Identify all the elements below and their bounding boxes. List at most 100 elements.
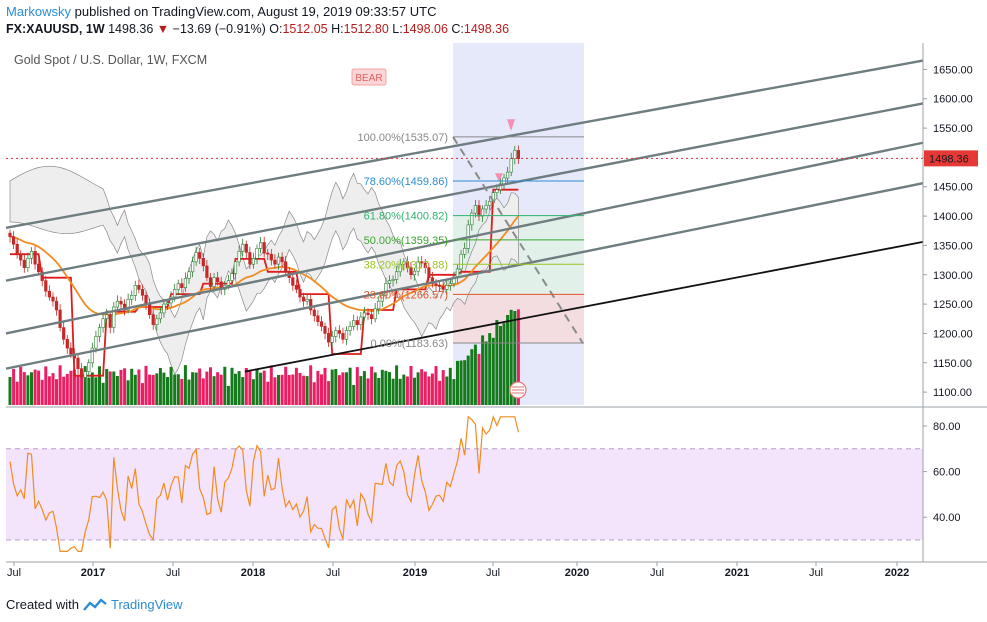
tradingview-brand-link[interactable]: TradingView xyxy=(110,597,183,612)
volume-bar xyxy=(298,372,302,405)
volume-bar xyxy=(438,380,442,405)
volume-bar xyxy=(40,379,44,405)
volume-bar xyxy=(287,375,291,405)
candle-body xyxy=(298,289,302,298)
time-tick-label: 2017 xyxy=(81,567,105,579)
volume-bar xyxy=(445,376,449,405)
candle-body xyxy=(480,208,485,217)
bear-annotation-text: BEAR xyxy=(355,73,382,84)
symbol-label: FX:XAUUSD, 1W xyxy=(6,22,105,36)
volume-bar xyxy=(30,372,33,405)
candle-body xyxy=(391,279,395,281)
volume-bar xyxy=(148,374,152,405)
price-tick-label: 1650.00 xyxy=(933,64,973,76)
volume-bar xyxy=(44,366,48,405)
trendline-black xyxy=(244,241,924,373)
price-tick-label: 1600.00 xyxy=(933,94,973,106)
volume-bar xyxy=(180,378,184,405)
candle-body xyxy=(513,150,517,159)
candle-body xyxy=(216,277,220,283)
candle-body xyxy=(226,280,231,286)
volume-bar xyxy=(502,323,506,405)
candle-body xyxy=(183,277,188,288)
volume-bar xyxy=(123,368,127,405)
volume-bar xyxy=(58,365,62,405)
price-tick-label: 1550.00 xyxy=(933,123,973,135)
volume-bar xyxy=(398,378,402,405)
time-tick-label: Jul xyxy=(166,567,180,579)
candle-body xyxy=(330,336,334,343)
volume-bar xyxy=(456,360,459,405)
price-tick-label: 1450.00 xyxy=(933,182,973,194)
volume-bar xyxy=(151,374,155,405)
candle-body xyxy=(255,248,259,259)
volume-bar xyxy=(395,365,399,405)
candle-body xyxy=(244,243,248,253)
volume-bar xyxy=(302,375,306,405)
volume-bar xyxy=(133,374,137,405)
volume-bar xyxy=(105,369,109,405)
volume-bar xyxy=(312,382,316,405)
volume-bar xyxy=(362,371,366,405)
candle-body xyxy=(126,299,130,311)
volume-bar xyxy=(277,375,280,405)
candle-body xyxy=(291,277,295,286)
candle-body xyxy=(54,300,59,311)
volume-bar xyxy=(176,374,180,405)
candle-body xyxy=(241,243,245,252)
fib-label-0: 100.00%(1535.07) xyxy=(357,132,448,144)
candle-body xyxy=(101,318,105,328)
candle-body xyxy=(173,289,177,298)
candle-body xyxy=(373,308,377,320)
volume-bar xyxy=(448,367,452,405)
channel-line-1 xyxy=(5,59,924,229)
candle-body xyxy=(137,284,141,290)
volume-bar xyxy=(37,370,41,405)
volume-bar xyxy=(62,376,66,405)
candle-body xyxy=(484,205,488,210)
candle-body xyxy=(423,262,427,268)
candle-body xyxy=(19,253,23,261)
tradingview-logo-icon xyxy=(83,597,107,611)
candle-body xyxy=(276,256,281,265)
volume-bar xyxy=(309,365,313,405)
volume-bar xyxy=(463,360,467,405)
volume-bar xyxy=(345,372,348,405)
volume-bar xyxy=(499,326,502,405)
candle-body xyxy=(108,314,112,328)
candle-body xyxy=(69,347,73,355)
volume-bar xyxy=(477,353,481,405)
candle-body xyxy=(505,171,510,179)
volume-bar xyxy=(26,375,30,405)
candle-body xyxy=(309,299,313,311)
candle-body xyxy=(76,357,80,370)
volume-bar xyxy=(205,371,209,405)
volume-bar xyxy=(491,337,495,405)
candle-body xyxy=(498,183,503,191)
candle-body xyxy=(402,261,406,265)
candle-body xyxy=(359,316,363,325)
volume-bar xyxy=(194,372,198,405)
volume-bar xyxy=(405,376,409,405)
author-link[interactable]: Markowsky xyxy=(6,4,72,19)
down-triangle-icon: ▼ xyxy=(156,22,170,36)
rsi-tick-label: 80.00 xyxy=(933,421,961,433)
candle-body xyxy=(44,280,48,292)
volume-bar xyxy=(241,377,245,405)
volume-bar xyxy=(212,376,216,405)
candle-body xyxy=(162,303,166,314)
channel-line-2 xyxy=(5,102,924,282)
candle-body xyxy=(83,371,87,378)
volume-bar xyxy=(230,367,234,405)
volume-bar xyxy=(173,374,177,405)
volume-bar xyxy=(305,376,309,405)
candle-body xyxy=(123,303,127,311)
candle-body xyxy=(348,326,352,331)
volume-bar xyxy=(130,368,134,405)
candle-body xyxy=(144,294,148,305)
volume-bar xyxy=(269,365,273,405)
volume-bar xyxy=(80,374,84,405)
volume-bar xyxy=(273,377,277,405)
candle-body xyxy=(352,320,356,327)
